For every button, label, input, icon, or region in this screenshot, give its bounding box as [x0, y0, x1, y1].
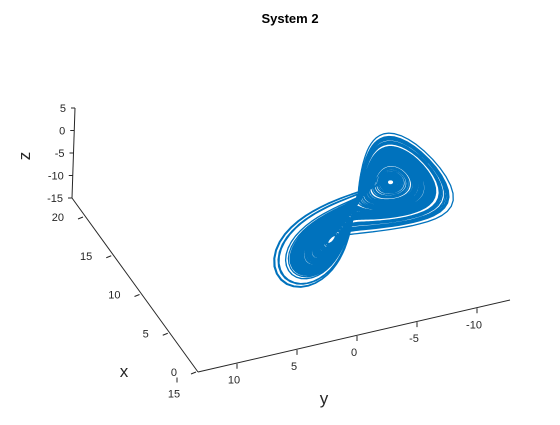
y-tick-label: -5: [409, 333, 419, 345]
z-tick-label: 5: [60, 103, 66, 115]
z-tick-label: -10: [48, 171, 64, 183]
x-tick-mark: [106, 255, 112, 259]
x-axis-line: [71, 197, 199, 373]
attractor-trajectory: [273, 132, 454, 288]
y-tick-label: -10: [466, 319, 482, 331]
z-axis-label: z: [15, 152, 34, 161]
x-axis-ticks: 0 5 10 15 20: [52, 212, 197, 379]
y-axis-ticks: 15 10 5 0 -5 -10: [168, 308, 482, 401]
z-tick-label: -15: [47, 193, 63, 205]
x-tick-mark: [134, 294, 140, 297]
x-tick-mark: [162, 332, 168, 336]
chart-title: System 2: [261, 11, 318, 26]
y-axis-label: y: [320, 389, 329, 408]
x-tick-mark: [190, 371, 197, 375]
y-tick-label: 15: [168, 389, 180, 401]
x-tick-label: 20: [52, 212, 64, 224]
z-tick-label: -5: [55, 148, 65, 160]
x-tick-label: 10: [108, 290, 120, 302]
y-tick-label: 10: [228, 375, 240, 387]
x-axis-label: x: [120, 362, 129, 381]
x-tick-label: 5: [143, 328, 149, 340]
y-axis-line: [197, 299, 511, 373]
z-tick-label: 0: [59, 126, 65, 138]
z-axis-ticks: 5 0 -5 -10 -15: [47, 103, 75, 205]
y-tick-label: 5: [291, 361, 297, 373]
x-tick-label: 15: [80, 251, 92, 263]
y-tick-label: 0: [351, 347, 357, 359]
x-tick-mark: [77, 216, 84, 220]
x-tick-label: 0: [171, 367, 177, 379]
